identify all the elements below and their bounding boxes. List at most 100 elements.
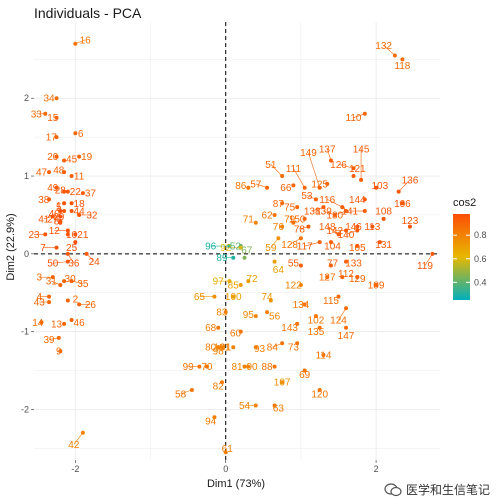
point-label: 49 (47, 183, 59, 194)
data-point (231, 345, 236, 350)
point-label: 1 (56, 201, 62, 212)
point-label: 65 (194, 292, 206, 303)
legend-title: cos2 (453, 197, 476, 209)
point-label: 43 (34, 298, 46, 309)
point-label: 60 (230, 329, 242, 340)
point-label: 105 (349, 243, 366, 254)
data-point (65, 259, 70, 264)
data-point (253, 345, 258, 350)
data-point (62, 170, 67, 175)
point-label: 38 (38, 195, 50, 206)
point-label: 13 (51, 319, 63, 330)
point-label: 129 (349, 274, 366, 285)
data-point (69, 174, 74, 179)
point-label: 126 (330, 160, 347, 171)
data-point (58, 209, 63, 214)
y-tick-label: -2 (21, 404, 29, 414)
point-label: 23 (28, 230, 40, 241)
point-label: 90 (246, 362, 258, 373)
point-label: 139 (315, 207, 332, 218)
data-point (302, 185, 307, 190)
point-label: 82 (213, 382, 225, 393)
point-label: 57 (250, 179, 262, 190)
point-label: 4 (36, 292, 42, 303)
point-label: 119 (417, 261, 433, 272)
data-point (69, 201, 74, 206)
point-label: 40 (49, 209, 61, 220)
data-point (69, 317, 74, 322)
point-label: 130 (326, 210, 343, 221)
point-label: 124 (330, 315, 347, 326)
point-label: 64 (273, 265, 285, 276)
data-point (317, 387, 322, 392)
data-point (77, 154, 82, 159)
point-label: 34 (43, 94, 55, 105)
data-point (313, 197, 318, 202)
point-label: 128 (281, 240, 298, 251)
plot-panel (34, 22, 440, 460)
data-point (362, 111, 367, 116)
point-label: 138 (304, 207, 321, 218)
point-label: 66 (280, 183, 292, 194)
data-point (265, 310, 270, 315)
point-labels-layer: 1234567891011121314151617181920212223242… (28, 35, 433, 454)
data-point (325, 275, 330, 280)
data-point (332, 212, 337, 217)
point-label: 45 (66, 154, 78, 165)
data-point (223, 450, 228, 455)
data-point (291, 183, 296, 188)
wechat-icon (384, 482, 402, 496)
data-point (374, 185, 379, 190)
data-point (39, 320, 44, 325)
label-connector (327, 226, 339, 235)
point-label: 11 (74, 172, 85, 183)
data-point (340, 205, 345, 210)
point-label: 147 (338, 331, 355, 342)
data-point (344, 209, 349, 214)
point-label: 142 (326, 226, 343, 237)
point-label: 102 (308, 315, 325, 326)
y-tick-label: 1 (24, 171, 29, 181)
point-label: 67 (241, 245, 253, 256)
data-point (298, 282, 303, 287)
data-point (58, 219, 63, 224)
data-point (238, 329, 243, 334)
point-label: 55 (288, 259, 300, 270)
point-label: 68 (205, 323, 217, 334)
cos2-legend: cos2 0.4 0.6 0.8 (453, 197, 487, 300)
watermark: 医学和生信笔记 (384, 481, 490, 498)
data-point (65, 298, 70, 303)
data-point (65, 232, 70, 237)
data-point (47, 170, 52, 175)
point-label: 7 (40, 243, 46, 254)
data-point (50, 275, 55, 280)
point-label: 101 (214, 343, 231, 354)
point-label: 2 (73, 294, 79, 305)
data-point (340, 275, 345, 280)
point-label: 8 (54, 217, 60, 228)
data-point (204, 364, 209, 369)
data-point (400, 57, 405, 62)
point-label: 54 (239, 401, 251, 412)
point-label: 106 (394, 199, 411, 210)
point-label: 87 (273, 199, 285, 210)
data-point (295, 205, 300, 210)
data-point (242, 255, 247, 260)
data-point (313, 314, 318, 319)
data-point (80, 191, 85, 196)
data-point (344, 325, 349, 330)
point-label: 17 (46, 133, 58, 144)
data-point (54, 154, 59, 159)
data-point (280, 201, 285, 206)
data-point (189, 387, 194, 392)
point-label: 61 (222, 444, 234, 455)
label-connector (326, 148, 332, 161)
x-tick-label: 2 (374, 464, 379, 474)
data-point (253, 314, 258, 319)
data-point (362, 209, 367, 214)
point-label: 111 (286, 164, 302, 175)
label-connector (270, 164, 283, 177)
point-label: 112 (338, 269, 354, 280)
data-point (344, 228, 349, 233)
data-point (54, 135, 59, 140)
